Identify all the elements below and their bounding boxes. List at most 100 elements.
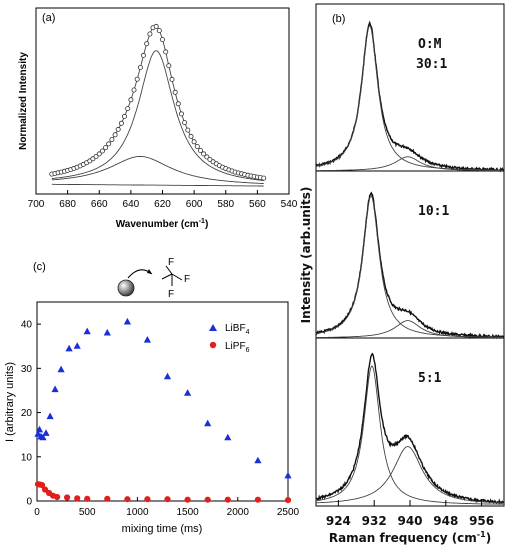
c-lipf6-point: [74, 495, 81, 502]
panel-b-x-axis-title: Raman frequency (cm-1): [329, 530, 491, 545]
a-data-point: [188, 133, 194, 139]
b-fit-peak-1-1: [315, 24, 504, 171]
a-data-point: [125, 106, 131, 112]
panel-a-x-ticks: 700 680 660 640 620 600 580 560 540: [28, 190, 298, 210]
b-ratio-label-2: 10:1: [418, 204, 449, 219]
a-x-tick-label: 680: [59, 199, 76, 210]
b-fit-peak-1-2: [316, 156, 504, 172]
a-data-point: [118, 120, 124, 126]
a-data-point: [185, 127, 191, 133]
cf3-bond-4: [165, 265, 173, 275]
a-data-point: [131, 87, 137, 93]
panel-b-x-ticks: 924 932 940 948 956: [326, 500, 494, 528]
a-x-tick-label: 620: [154, 199, 171, 210]
a-baseline: [51, 183, 264, 187]
a-data-point: [147, 31, 153, 37]
c-lipf6-point: [164, 496, 171, 503]
panel-c-x-axis-title: mixing time (ms): [122, 523, 203, 535]
c-libf4-point: [224, 433, 232, 441]
c-lipf6-point: [64, 494, 71, 501]
a-x-tick-label: 600: [186, 199, 203, 210]
panel-c-ticks: 0 500 1000 1500 2000 2500 0 10 20 30 40: [21, 320, 300, 518]
a-data-point: [122, 113, 128, 119]
b-fit-peak-2-2: [316, 320, 504, 338]
a-data-point: [93, 153, 99, 159]
c-libf4-point: [103, 328, 111, 336]
c-lipf6-point: [84, 495, 91, 502]
a-data-point: [197, 147, 203, 153]
a-x-tick-label: 700: [28, 199, 45, 210]
a-data-point: [134, 76, 140, 82]
c-libf4-point: [83, 327, 91, 335]
b-fit-peak-3-2: [315, 446, 504, 504]
c-libf4-point: [123, 317, 131, 325]
a-data-point: [163, 49, 169, 55]
a-data-point: [194, 143, 200, 149]
b-x-tick-label: 956: [469, 514, 494, 528]
c-x-tick-label: 0: [34, 507, 40, 518]
b-x-tick-label: 924: [326, 514, 351, 528]
a-total-fit-curve: [51, 25, 264, 179]
a-data-point: [166, 63, 172, 69]
panel-b-frame: [315, 3, 505, 507]
panel-c-points: [34, 317, 292, 504]
c-lipf6-point: [224, 496, 231, 503]
b-ratio-label-1: O:M: [418, 37, 442, 52]
legend-libf4-marker: [209, 324, 217, 331]
a-data-point: [178, 111, 184, 117]
c-libf4-point: [254, 456, 262, 464]
panel-a-curves: [49, 23, 267, 187]
a-x-tick-label: 540: [281, 199, 298, 210]
c-lipf6-point: [124, 496, 131, 503]
a-data-point: [96, 151, 102, 157]
c-libf4-point: [51, 385, 59, 393]
a-data-point: [112, 132, 118, 138]
cf3-bond-2: [161, 273, 173, 280]
a-data-point: [115, 126, 121, 132]
a-data-point: [172, 89, 178, 95]
a-data-point: [99, 148, 105, 154]
c-lipf6-point: [144, 496, 151, 503]
c-libf4-point: [163, 372, 172, 380]
c-lipf6-point: [104, 495, 111, 502]
panel-a-x-axis-title: Wavenumber (cm-1): [116, 218, 209, 230]
c-lipf6-point: [184, 496, 191, 503]
panel-c-label: (c): [33, 261, 46, 273]
a-data-point: [191, 139, 197, 145]
a-data-point: [204, 154, 210, 160]
a-data-point: [169, 76, 175, 82]
a-component-curve-2: [51, 156, 264, 184]
c-y-tick-label: 10: [21, 452, 33, 463]
panel-b: (b) O:M 30:1 10:1 5:1 924 932 940 948 956 Raman…: [299, 3, 505, 545]
c-lipf6-point: [204, 496, 211, 503]
a-x-tick-label: 640: [123, 199, 140, 210]
c-libf4-point: [42, 429, 50, 436]
panel-a-label: (a): [42, 12, 55, 24]
a-data-point: [261, 175, 267, 181]
c-libf4-point: [184, 389, 192, 396]
b-x-tick-label: 940: [397, 514, 422, 528]
a-data-point: [103, 145, 109, 151]
c-y-tick-label: 30: [21, 364, 33, 375]
panel-c-frame: [36, 301, 289, 502]
c-x-tick-label: 1500: [176, 507, 199, 518]
c-x-tick-label: 2500: [277, 507, 300, 518]
c-libf4-point: [35, 425, 44, 433]
panel-b-y-axis-title: Intensity (arb.units): [299, 187, 313, 324]
b-spectrum-1: [315, 20, 504, 173]
c-x-tick-label: 500: [79, 507, 96, 518]
a-data-point: [106, 141, 112, 147]
c-y-tick-label: 40: [21, 320, 33, 331]
a-component-curve-1: [51, 50, 264, 181]
c-lipf6-point: [41, 486, 49, 493]
panel-c-inset: F F F: [117, 257, 190, 300]
c-libf4-point: [204, 419, 212, 427]
b-fit-peak-2-1: [315, 195, 504, 338]
b-spectrum-3: [315, 352, 504, 505]
panel-b-curves: O:M 30:1 10:1 5:1: [315, 20, 504, 505]
panel-a: (a) 700 680 660 640 620 600 580 560 540 Wavenumb…: [18, 7, 298, 230]
a-data-point: [144, 41, 150, 47]
c-lipf6-point: [254, 496, 261, 503]
cf3-bond-3: [171, 273, 183, 281]
c-libf4-point: [46, 412, 54, 420]
